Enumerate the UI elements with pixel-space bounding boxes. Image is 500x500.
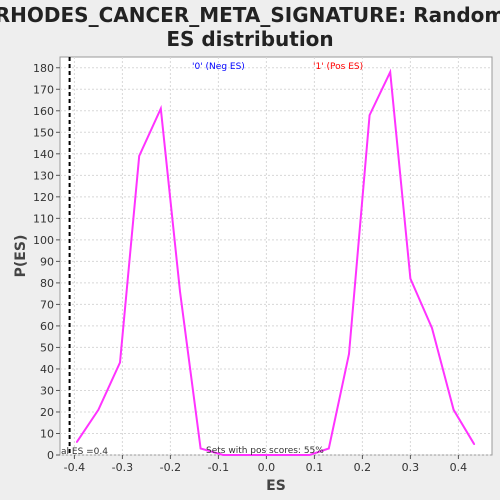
data-point [308,454,311,456]
data-point [119,361,121,364]
y-tick-label: 140 [33,148,54,161]
data-point [222,454,224,456]
chart-title-line2: ES distribution [166,27,333,51]
y-tick-label: 80 [40,277,54,290]
y-axis-ticks: 0 10 20 30 40 50 60 70 80 90 100 110 120 130 140 150 160… [33,62,60,462]
x-tick-label: 0.0 [258,461,276,474]
data-point [97,409,100,411]
x-tick-label: -0.3 [112,461,133,474]
x-axis-title: ES [266,478,286,494]
y-tick-label: 30 [40,384,54,397]
data-point [199,447,202,450]
pos-scores-label: Sets with pos scores: 55% [206,446,324,456]
y-tick-label: 100 [33,234,54,247]
pos-es-label: '1' (Pos ES) [313,62,363,72]
y-tick-label: 20 [40,406,54,419]
y-tick-label: 160 [33,105,54,118]
y-tick-label: 0 [47,449,54,462]
data-point [265,454,268,456]
x-axis-ticks: -0.4 -0.3 -0.2 -0.1 0.0 0.1 0.2 0.3 0.4 [64,455,467,474]
data-point [368,114,371,116]
neg-es-label: '0' (Neg ES) [192,62,245,72]
y-tick-label: 170 [33,83,54,96]
data-point [179,290,181,293]
x-tick-label: -0.1 [208,461,229,474]
y-tick-label: 90 [40,255,54,268]
data-point [328,447,330,450]
series-layer [75,68,476,456]
y-tick-label: 60 [40,320,54,333]
x-tick-label: 0.1 [306,461,324,474]
chart-title-line1: RHODES_CANCER_META_SIGNATURE: Random [0,3,500,27]
data-point [76,441,78,443]
x-tick-label: 0.2 [354,461,372,474]
y-tick-label: 120 [33,191,54,204]
data-point [138,155,140,157]
y-tick-label: 70 [40,298,54,311]
y-tick-label: 40 [40,363,54,376]
data-point [389,71,392,73]
data-point [160,107,162,110]
y-tick-label: 130 [33,169,54,182]
y-tick-label: 50 [40,341,54,354]
data-point [452,409,455,411]
y-tick-label: 150 [33,126,54,139]
es-distribution-line [75,68,476,456]
actual-es-label: al ES =0.4 [61,447,108,457]
x-tick-label: -0.4 [64,461,85,474]
data-point [409,277,412,280]
data-point [348,353,350,355]
y-tick-label: 110 [33,212,54,225]
x-tick-label: -0.2 [160,461,181,474]
data-point [473,443,476,446]
y-tick-label: 10 [40,427,54,440]
y-axis-title: P(ES) [13,235,29,278]
x-tick-label: 0.4 [450,461,468,474]
y-tick-label: 180 [33,62,54,75]
data-point [431,327,433,329]
x-tick-label: 0.3 [402,461,420,474]
plot-area [59,56,493,456]
